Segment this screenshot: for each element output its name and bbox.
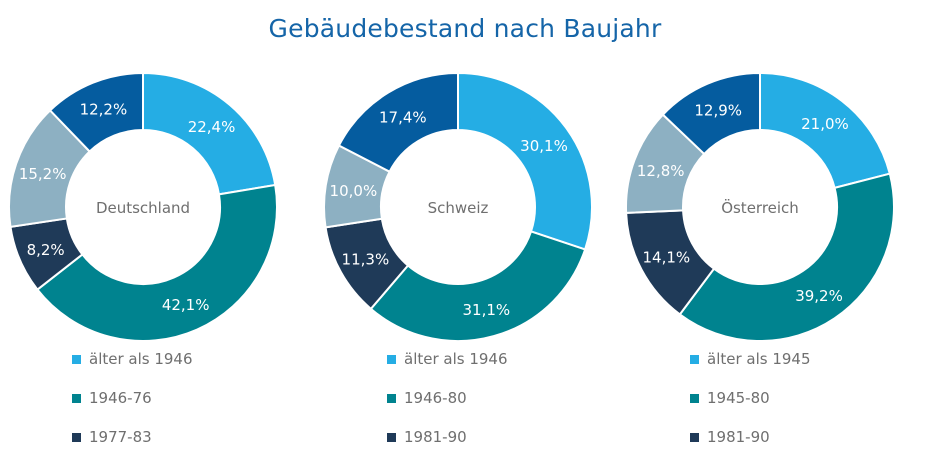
- legend-label: 1945-80: [707, 389, 770, 407]
- legend-label: 1981-90: [404, 428, 467, 446]
- legend-label: 1946-80: [404, 389, 467, 407]
- donut-slice: [661, 71, 761, 156]
- legend-item: 1945-80: [690, 389, 770, 407]
- legend-swatch: [72, 354, 81, 364]
- donut-slice: [337, 71, 459, 174]
- data-label: 12,2%: [80, 101, 128, 119]
- donut-slice: [48, 71, 144, 153]
- legend-label: älter als 1945: [707, 350, 811, 368]
- data-label: 12,9%: [694, 102, 742, 120]
- data-label: 21,0%: [801, 115, 849, 133]
- legend-swatch: [690, 393, 699, 403]
- center-label: Deutschland: [96, 199, 190, 217]
- legend-swatch: [387, 354, 396, 364]
- legend-swatch: [72, 432, 81, 442]
- center-label: Österreich: [721, 198, 799, 217]
- data-label: 31,1%: [462, 301, 510, 319]
- donut-slice: [457, 71, 593, 251]
- legend-swatch: [387, 432, 396, 442]
- data-label: 42,1%: [162, 296, 210, 314]
- center-label: Schweiz: [428, 199, 489, 217]
- data-label: 10,0%: [330, 182, 378, 200]
- legend-item: 1977-83: [72, 428, 152, 446]
- data-label: 15,2%: [19, 165, 67, 183]
- donut-slice: [142, 71, 277, 196]
- legend-item: älter als 1946: [387, 350, 508, 368]
- data-label: 39,2%: [795, 287, 843, 305]
- legend-item: älter als 1945: [690, 350, 811, 368]
- legend-label: 1981-90: [707, 428, 770, 446]
- donut-slice: [36, 183, 278, 342]
- data-label: 30,1%: [520, 137, 568, 155]
- data-label: 14,1%: [642, 249, 690, 267]
- legend-item: 1981-90: [387, 428, 467, 446]
- legend-label: 1977-83: [89, 428, 152, 446]
- donut-slice: [759, 71, 892, 190]
- legend-label: 1946-76: [89, 389, 152, 407]
- legend-swatch: [690, 432, 699, 442]
- data-label: 17,4%: [379, 108, 427, 126]
- legend-item: älter als 1946: [72, 350, 193, 368]
- data-label: 8,2%: [27, 241, 65, 259]
- donut-slice: [369, 230, 587, 342]
- data-label: 11,3%: [342, 251, 390, 269]
- donut-slice: [678, 172, 895, 342]
- legend-label: älter als 1946: [89, 350, 193, 368]
- legend-swatch: [690, 354, 699, 364]
- legend-item: 1981-90: [690, 428, 770, 446]
- legend-swatch: [387, 393, 396, 403]
- data-label: 22,4%: [188, 118, 236, 136]
- legend-label: älter als 1946: [404, 350, 508, 368]
- legend-swatch: [72, 393, 81, 403]
- legend-item: 1946-76: [72, 389, 152, 407]
- chart-title: Gebäudebestand nach Baujahr: [268, 14, 662, 43]
- data-label: 12,8%: [637, 162, 685, 180]
- legend-item: 1946-80: [387, 389, 467, 407]
